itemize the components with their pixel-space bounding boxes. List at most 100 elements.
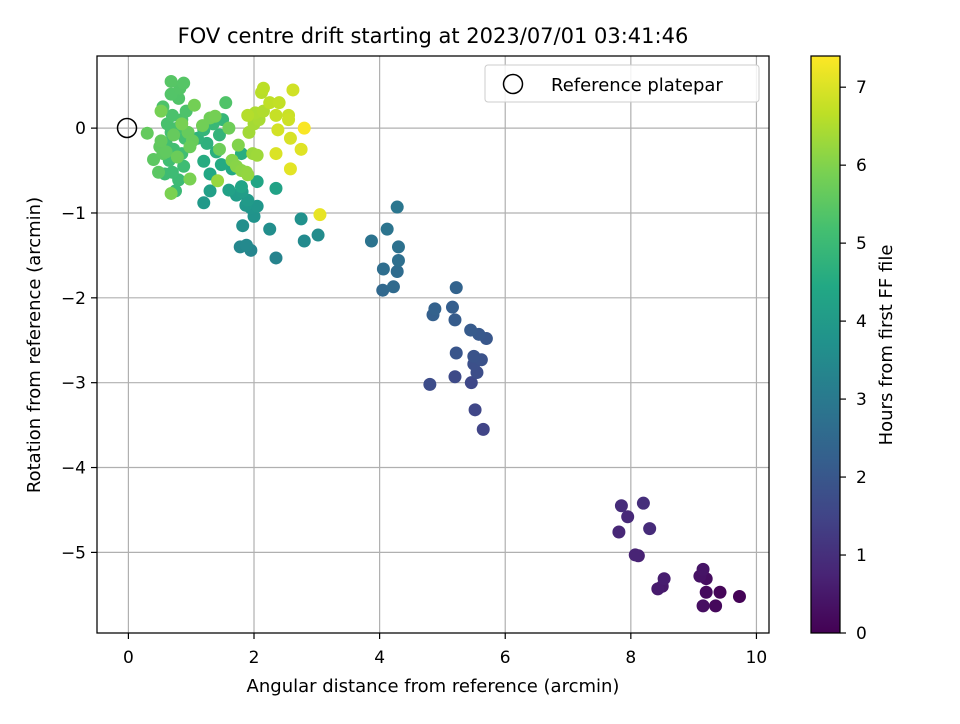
data-point	[709, 599, 723, 613]
data-point	[445, 300, 459, 314]
data-point	[464, 376, 478, 390]
colorbar-tick-label: 5	[856, 234, 867, 254]
data-point	[628, 548, 642, 562]
data-point	[208, 109, 222, 123]
data-point	[183, 172, 197, 186]
data-point	[651, 582, 665, 596]
y-axis-label: Rotation from reference (arcmin)	[24, 197, 45, 493]
y-tick-label: −5	[61, 543, 86, 563]
colorbar-tick-label: 0	[856, 624, 867, 644]
legend: Reference platepar	[484, 64, 760, 103]
data-point	[170, 150, 184, 164]
data-point	[212, 128, 226, 142]
colorbar-tick-label: 1	[856, 546, 867, 566]
data-point	[390, 200, 404, 214]
y-tick-label: −1	[61, 204, 86, 224]
data-point	[231, 138, 245, 152]
data-point	[152, 165, 166, 179]
data-point	[263, 222, 277, 236]
data-point	[476, 422, 490, 436]
colorbar	[810, 55, 841, 634]
data-point	[154, 134, 168, 148]
data-point	[236, 219, 250, 233]
data-point	[183, 140, 197, 154]
legend-marker-icon	[502, 73, 524, 95]
colorbar-tick-label: 4	[856, 312, 867, 332]
data-point	[391, 240, 405, 254]
data-point	[713, 585, 727, 599]
data-point	[250, 175, 264, 189]
data-point	[203, 184, 217, 198]
data-point	[283, 162, 297, 176]
data-point	[197, 154, 211, 168]
data-point	[211, 174, 225, 188]
colorbar-tick-label: 2	[856, 468, 867, 488]
data-point	[269, 108, 283, 122]
x-axis-label: Angular distance from reference (arcmin)	[247, 676, 620, 697]
data-point	[177, 159, 191, 173]
data-point	[241, 168, 255, 182]
data-point	[386, 280, 400, 294]
data-point	[212, 142, 226, 156]
data-point	[164, 74, 178, 88]
data-point	[297, 234, 311, 248]
data-point	[364, 234, 378, 248]
data-point	[614, 499, 628, 513]
data-point	[197, 196, 211, 210]
data-point	[612, 525, 626, 539]
data-point	[311, 228, 325, 242]
x-tick-label: 4	[374, 648, 385, 668]
data-point	[222, 183, 236, 197]
data-point	[449, 346, 463, 360]
data-point	[250, 148, 264, 162]
data-point	[164, 186, 178, 200]
x-tick-label: 10	[746, 648, 768, 668]
x-axis-ticks: 0 2 4 6 8 10	[123, 633, 767, 668]
y-tick-label: 0	[75, 119, 86, 139]
data-point	[468, 403, 482, 417]
x-tick-label: 6	[500, 648, 511, 668]
data-point	[271, 123, 285, 137]
data-point	[234, 180, 248, 194]
data-point	[263, 96, 277, 110]
data-point	[732, 590, 746, 604]
data-point	[269, 147, 283, 161]
data-point	[241, 108, 255, 122]
y-axis-ticks: 0 −1 −2 −3 −4 −5	[61, 119, 97, 563]
data-point	[282, 113, 296, 127]
x-tick-label: 0	[123, 648, 134, 668]
y-tick-label: −4	[61, 459, 86, 479]
data-point	[464, 323, 478, 337]
data-point	[376, 262, 390, 276]
legend-label: Reference platepar	[551, 75, 723, 96]
data-point	[636, 496, 650, 510]
data-point	[140, 126, 154, 140]
data-point	[165, 108, 179, 122]
data-point	[423, 377, 437, 391]
data-point	[219, 96, 233, 110]
legend-box	[484, 64, 760, 103]
data-point	[643, 522, 657, 536]
data-point	[214, 158, 228, 172]
data-point	[294, 142, 308, 156]
data-point	[269, 251, 283, 265]
data-point	[239, 238, 253, 252]
colorbar-tick-label: 7	[856, 78, 867, 98]
data-point	[272, 96, 286, 110]
colorbar-tick-label: 6	[856, 156, 867, 176]
data-point	[196, 119, 210, 133]
data-point	[467, 349, 481, 363]
data-point	[154, 104, 168, 118]
data-point	[699, 585, 713, 599]
data-point	[177, 76, 191, 90]
y-tick-label: −3	[61, 374, 86, 394]
reference-platepar-marker	[116, 117, 138, 139]
scatter-points	[140, 74, 746, 613]
data-point	[391, 253, 405, 267]
data-point	[428, 302, 442, 316]
data-point	[294, 212, 308, 226]
data-point	[167, 128, 181, 142]
data-point	[376, 283, 390, 297]
plot-frame	[96, 55, 770, 634]
